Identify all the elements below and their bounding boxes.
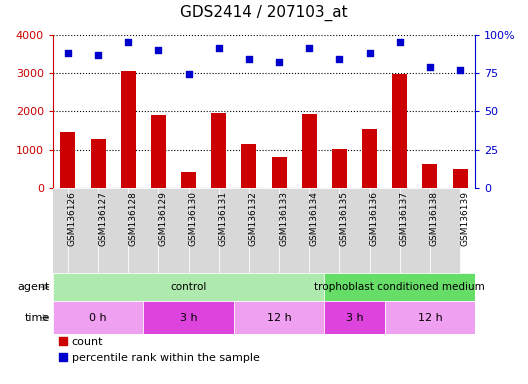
Point: [365, 50, 374, 56]
Bar: [301, 114, 317, 188]
Bar: [151, 115, 166, 188]
Bar: [324, 273, 475, 301]
Bar: [181, 172, 196, 188]
Bar: [241, 144, 257, 188]
Text: GSM136129: GSM136129: [158, 191, 167, 246]
Bar: [452, 169, 468, 188]
Text: 12 h: 12 h: [418, 313, 442, 323]
Text: GSM136134: GSM136134: [309, 191, 318, 246]
Point: [124, 39, 133, 45]
Bar: [279, 188, 309, 273]
Bar: [98, 188, 128, 273]
Text: GSM136130: GSM136130: [188, 191, 197, 246]
Text: GSM136137: GSM136137: [400, 191, 409, 246]
Bar: [60, 132, 76, 188]
Point: [184, 71, 193, 78]
Point: [214, 45, 223, 51]
Text: trophoblast conditioned medium: trophoblast conditioned medium: [314, 282, 485, 292]
Point: [335, 56, 344, 62]
Bar: [68, 188, 98, 273]
Text: 3 h: 3 h: [180, 313, 197, 323]
Bar: [53, 273, 324, 301]
Point: [426, 64, 434, 70]
Bar: [271, 157, 287, 188]
Bar: [340, 188, 370, 273]
Text: GDS2414 / 207103_at: GDS2414 / 207103_at: [180, 5, 348, 22]
Text: GSM136135: GSM136135: [340, 191, 348, 246]
Point: [244, 56, 253, 62]
Text: GSM136127: GSM136127: [98, 191, 107, 246]
Point: [305, 45, 314, 51]
Point: [395, 39, 404, 45]
Text: control: control: [171, 282, 207, 292]
Point: [154, 47, 163, 53]
Text: GSM136139: GSM136139: [460, 191, 469, 246]
Text: 3 h: 3 h: [346, 313, 363, 323]
Bar: [219, 188, 249, 273]
Point: [456, 67, 464, 73]
Point: [94, 51, 102, 58]
Bar: [324, 301, 385, 334]
Text: GSM136131: GSM136131: [219, 191, 228, 246]
Point: [275, 59, 284, 65]
Bar: [158, 188, 188, 273]
Text: GSM136128: GSM136128: [128, 191, 137, 246]
Text: 12 h: 12 h: [267, 313, 291, 323]
Bar: [90, 139, 106, 188]
Point: [64, 50, 72, 56]
Bar: [309, 188, 340, 273]
Bar: [143, 301, 234, 334]
Bar: [234, 301, 324, 334]
Text: GSM136132: GSM136132: [249, 191, 258, 246]
Text: GSM136126: GSM136126: [68, 191, 77, 246]
Text: GSM136138: GSM136138: [430, 191, 439, 246]
Bar: [121, 71, 136, 188]
Bar: [370, 188, 400, 273]
Text: agent: agent: [18, 282, 50, 292]
Bar: [362, 129, 377, 188]
Legend: count, percentile rank within the sample: count, percentile rank within the sample: [59, 337, 260, 363]
Bar: [400, 188, 430, 273]
Bar: [430, 188, 460, 273]
Bar: [37, 188, 68, 273]
Bar: [249, 188, 279, 273]
Bar: [188, 188, 219, 273]
Bar: [53, 301, 143, 334]
Text: 0 h: 0 h: [89, 313, 107, 323]
Text: GSM136133: GSM136133: [279, 191, 288, 246]
Bar: [385, 301, 475, 334]
Bar: [422, 164, 438, 188]
Bar: [128, 188, 158, 273]
Bar: [332, 149, 347, 188]
Text: time: time: [25, 313, 50, 323]
Bar: [211, 113, 227, 188]
Bar: [392, 74, 407, 188]
Text: GSM136136: GSM136136: [370, 191, 379, 246]
